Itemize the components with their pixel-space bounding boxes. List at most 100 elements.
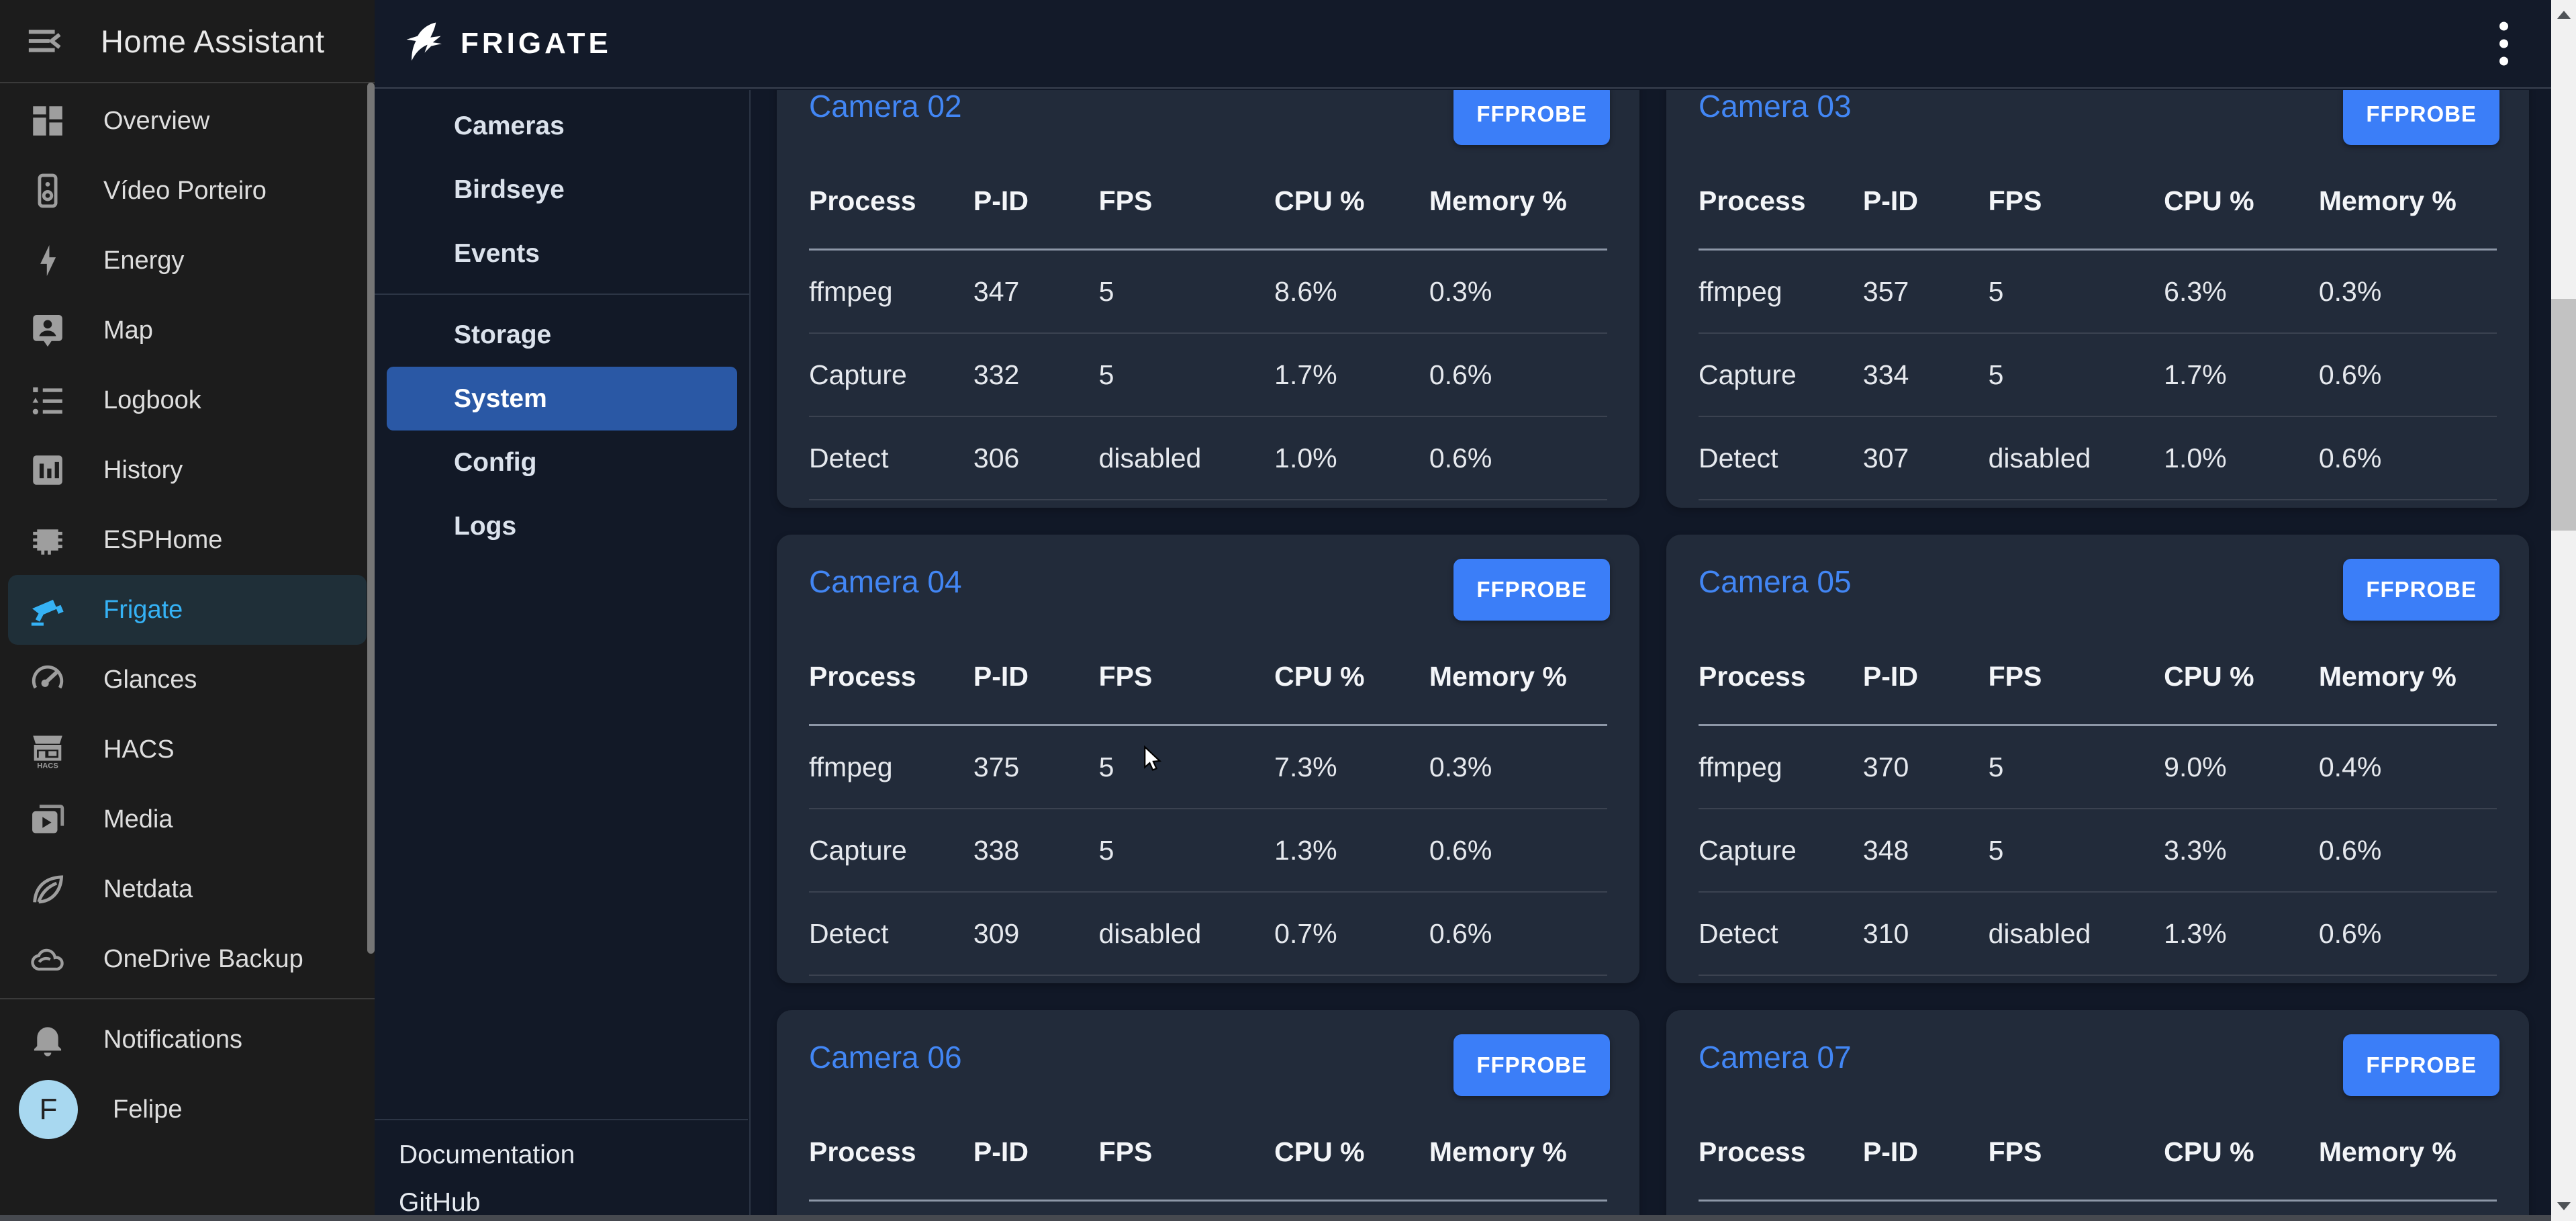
- column-header-p-id: P-ID: [973, 185, 1029, 216]
- ha-sidebar-scrollbar-thumb[interactable]: [367, 83, 375, 954]
- sidebar-item-label: Map: [103, 316, 153, 345]
- camera-title-link[interactable]: Camera 06: [809, 1040, 962, 1075]
- map-icon: [27, 310, 68, 351]
- cell-fps: disabled: [1988, 917, 2091, 949]
- frigate-header: FRIGATE: [375, 0, 2551, 89]
- sidebar-item-esphome[interactable]: ESPHome: [8, 505, 367, 575]
- sidebar-item-label: History: [103, 455, 183, 484]
- kebab-menu-icon[interactable]: [2494, 17, 2514, 71]
- cell-fps: disabled: [1988, 442, 2091, 473]
- camera-title-link[interactable]: Camera 07: [1699, 1040, 1852, 1075]
- ffprobe-button[interactable]: FFPROBE: [2343, 559, 2499, 621]
- column-header-process: Process: [1699, 1136, 1806, 1167]
- table-header-row: Process P-ID FPS CPU % Memory %: [1699, 153, 2497, 251]
- nav-divider: [375, 293, 749, 295]
- table-row-ffmpeg: ffmpeg 370 5 9.0% 0.4%: [1699, 726, 2497, 809]
- cell-memory: 0.6%: [1429, 917, 1492, 949]
- sidebar-item-energy[interactable]: Energy: [8, 226, 367, 296]
- column-header-memory: Memory %: [2318, 1136, 2456, 1167]
- frigate-nav-config[interactable]: Config: [454, 447, 537, 477]
- cell-p-id: 310: [1862, 917, 1909, 949]
- sidebar-item-v-deo-porteiro[interactable]: Vídeo Porteiro: [8, 156, 367, 226]
- sidebar-item-history[interactable]: History: [8, 435, 367, 505]
- cell-memory: 0.4%: [2318, 751, 2382, 782]
- frigate-nav: Cameras Birdseye Events Storage System Config…: [375, 90, 751, 1221]
- ffprobe-button[interactable]: FFPROBE: [2343, 90, 2499, 145]
- column-header-fps: FPS: [1098, 1136, 1153, 1167]
- camera-title-link[interactable]: Camera 04: [809, 564, 962, 599]
- sidebar-item-hacs[interactable]: HACS HACS: [8, 715, 367, 784]
- sidebar-collapse-button[interactable]: [26, 20, 67, 62]
- camera-card-camera-07: Camera 07 FFPROBE Process P-ID FPS CPU % Memor…: [1666, 1010, 2529, 1221]
- frigate-nav-cameras[interactable]: Cameras: [454, 111, 565, 140]
- sidebar-item-logbook[interactable]: Logbook: [8, 365, 367, 435]
- sidebar-item-notifications[interactable]: Notifications: [8, 1005, 367, 1075]
- table-row-ffmpeg: ffmpeg 375 5 7.3% 0.3%: [809, 726, 1607, 809]
- cell-memory: 0.6%: [2318, 442, 2382, 473]
- column-header-memory: Memory %: [1429, 185, 1567, 216]
- ffprobe-button[interactable]: FFPROBE: [1453, 559, 1610, 621]
- ffprobe-button[interactable]: FFPROBE: [1453, 1034, 1610, 1096]
- sidebar-item-label: HACS: [103, 735, 175, 764]
- column-header-cpu: CPU %: [2164, 660, 2254, 692]
- cell-memory: 0.6%: [1429, 442, 1492, 473]
- sidebar-item-glances[interactable]: Glances: [8, 645, 367, 715]
- ffprobe-button[interactable]: FFPROBE: [2343, 1034, 2499, 1096]
- table-row-capture: Capture 348 5 3.3% 0.6%: [1699, 809, 2497, 893]
- table-row-detect: Detect 310 disabled 1.3% 0.6%: [1699, 893, 2497, 976]
- column-header-p-id: P-ID: [1862, 660, 1918, 692]
- scrollbar-up-arrow-icon[interactable]: [2551, 1, 2576, 28]
- netdata-icon: [27, 868, 68, 910]
- sidebar-item-onedrive-backup[interactable]: OneDrive Backup: [8, 924, 367, 994]
- cell-process: ffmpeg: [1699, 751, 1782, 782]
- scrollbar-down-arrow-icon[interactable]: [2551, 1193, 2576, 1220]
- frigate-nav-logs[interactable]: Logs: [454, 511, 517, 541]
- ha-sidebar-footer: Notifications F Felipe: [0, 998, 375, 1144]
- table-row-capture: Capture 334 5 1.7% 0.6%: [1699, 334, 2497, 417]
- camera-title-link[interactable]: Camera 02: [809, 90, 962, 124]
- frigate-bird-icon: [406, 22, 442, 61]
- column-header-p-id: P-ID: [1862, 185, 1918, 216]
- sidebar-item-user-profile[interactable]: F Felipe: [8, 1075, 367, 1144]
- cell-cpu: 7.3%: [1274, 751, 1337, 782]
- sidebar-item-map[interactable]: Map: [8, 296, 367, 365]
- frigate-nav-storage[interactable]: Storage: [454, 320, 552, 349]
- cell-process: Capture: [809, 359, 907, 390]
- cell-p-id: 347: [973, 275, 1020, 307]
- cell-memory: 0.6%: [1429, 359, 1492, 390]
- column-header-fps: FPS: [1988, 1136, 2042, 1167]
- cell-memory: 0.6%: [2318, 359, 2382, 390]
- sidebar-item-media[interactable]: Media: [8, 784, 367, 854]
- column-header-p-id: P-ID: [973, 1136, 1029, 1167]
- frigate-nav-events[interactable]: Events: [454, 238, 540, 268]
- process-table: Process P-ID FPS CPU % Memory % ffmpeg 347 5 8.6…: [809, 153, 1607, 500]
- ffprobe-button[interactable]: FFPROBE: [1453, 90, 1610, 145]
- frigate-nav-birdseye[interactable]: Birdseye: [454, 175, 565, 204]
- sidebar-item-frigate[interactable]: Frigate: [8, 575, 367, 645]
- camera-card-camera-05: Camera 05 FFPROBE Process P-ID FPS CPU % Memor…: [1666, 535, 2529, 983]
- cctv-icon: [27, 589, 68, 631]
- onedrive-icon: [27, 938, 68, 980]
- cell-cpu: 1.7%: [2164, 359, 2227, 390]
- link-documentation[interactable]: Documentation: [399, 1140, 575, 1169]
- cell-cpu: 1.0%: [1274, 442, 1337, 473]
- svg-text:HACS: HACS: [37, 762, 58, 769]
- cell-memory: 0.3%: [2318, 275, 2382, 307]
- cell-fps: 5: [1098, 359, 1114, 390]
- sidebar-item-netdata[interactable]: Netdata: [8, 854, 367, 924]
- cell-process: Capture: [809, 834, 907, 866]
- process-table: Process P-ID FPS CPU % Memory % ffmpeg 375 5 7.3…: [809, 629, 1607, 976]
- camera-title-link[interactable]: Camera 05: [1699, 564, 1852, 599]
- column-header-cpu: CPU %: [2164, 1136, 2254, 1167]
- sidebar-item-overview[interactable]: Overview: [8, 86, 367, 156]
- page-scrollbar[interactable]: [2551, 0, 2576, 1221]
- cell-cpu: 0.7%: [1274, 917, 1337, 949]
- frigate-nav-system[interactable]: System: [387, 367, 737, 431]
- process-table: Process P-ID FPS CPU % Memory %: [809, 1104, 1607, 1202]
- link-github[interactable]: GitHub: [399, 1188, 481, 1217]
- column-header-fps: FPS: [1988, 185, 2042, 216]
- page-scrollbar-thumb[interactable]: [2551, 299, 2576, 531]
- camera-title-link[interactable]: Camera 03: [1699, 90, 1852, 124]
- process-table: Process P-ID FPS CPU % Memory % ffmpeg 357 5 6.3…: [1699, 153, 2497, 500]
- avatar: F: [19, 1080, 78, 1139]
